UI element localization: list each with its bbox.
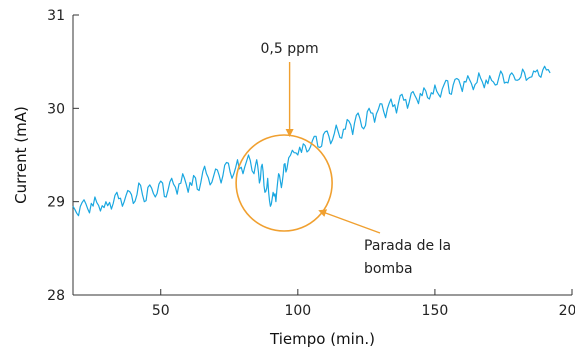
highlight-circle xyxy=(235,134,333,232)
annotations: 0,5 ppm Parada de la bomba xyxy=(235,41,451,277)
series xyxy=(72,65,551,217)
x-axis-title: Tiempo (min.) xyxy=(269,330,375,348)
x-tick-label: 50 xyxy=(152,303,170,319)
annotation-ppm: 0,5 ppm xyxy=(261,41,319,57)
y-tick-label: 28 xyxy=(47,288,65,304)
y-tick-label: 31 xyxy=(47,8,65,24)
annotation-parada-line1: Parada de la xyxy=(364,238,451,254)
series-line-0 xyxy=(72,65,551,217)
parada-arrow xyxy=(318,209,381,234)
y-tick-label: 29 xyxy=(47,195,65,211)
annotation-parada-line2: bomba xyxy=(364,261,413,277)
y-axis-title: Current (mA) xyxy=(12,106,30,204)
ticks: 28 29 30 31 50 100 150 200 xyxy=(47,8,575,319)
x-tick-label: 100 xyxy=(284,303,311,319)
x-tick-label: 150 xyxy=(422,303,449,319)
axes xyxy=(72,15,572,296)
y-tick-label: 30 xyxy=(47,101,65,117)
x-tick-label: 200 xyxy=(559,303,575,319)
